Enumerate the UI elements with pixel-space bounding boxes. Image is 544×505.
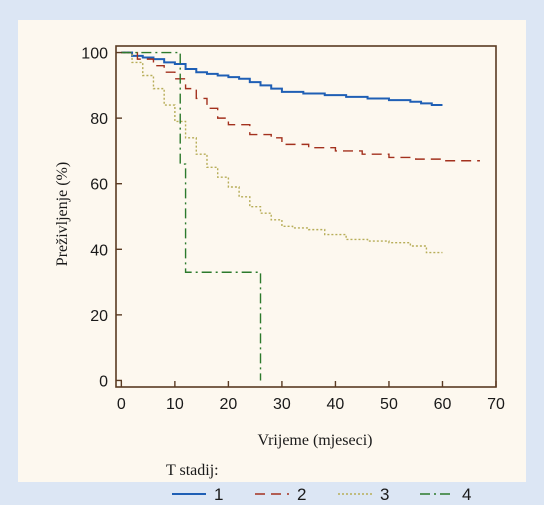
y-axis-title: Preživljenje (%) [54, 162, 71, 266]
x-tick-label: 70 [487, 396, 505, 413]
y-tick-label: 20 [90, 308, 108, 325]
y-axis: 0 20 40 60 80 100 [81, 46, 122, 390]
legend-label-1: 1 [214, 485, 223, 504]
x-tick-label: 50 [380, 396, 398, 413]
series-3-line [121, 51, 443, 254]
plot-frame [115, 45, 497, 388]
series-4-line [121, 51, 262, 381]
x-tick-label: 10 [166, 396, 184, 413]
series-layer [121, 51, 480, 381]
y-tick-label: 40 [90, 242, 108, 259]
x-tick-label: 20 [219, 396, 237, 413]
series-1-line [121, 51, 443, 107]
y-tick-label: 0 [99, 373, 108, 390]
series-2-line [121, 51, 480, 162]
x-tick-label: 0 [117, 396, 126, 413]
y-tick-label: 80 [90, 111, 108, 128]
x-axis-title: Vrijeme (mjeseci) [258, 432, 373, 449]
x-axis: 0 10 20 30 40 50 60 70 [117, 381, 505, 413]
x-tick-label: 40 [327, 396, 345, 413]
x-tick-label: 60 [434, 396, 452, 413]
y-tick-label: 60 [90, 177, 108, 194]
legend-title: T stadij: [166, 462, 219, 479]
legend-label-3: 3 [380, 485, 389, 504]
x-tick-label: 30 [273, 396, 291, 413]
chart-panel [18, 20, 526, 482]
legend-label-4: 4 [462, 485, 471, 504]
legend: T stadij: 1 2 3 4 [166, 462, 471, 504]
legend-label-2: 2 [297, 485, 306, 504]
y-tick-label: 100 [81, 46, 108, 63]
